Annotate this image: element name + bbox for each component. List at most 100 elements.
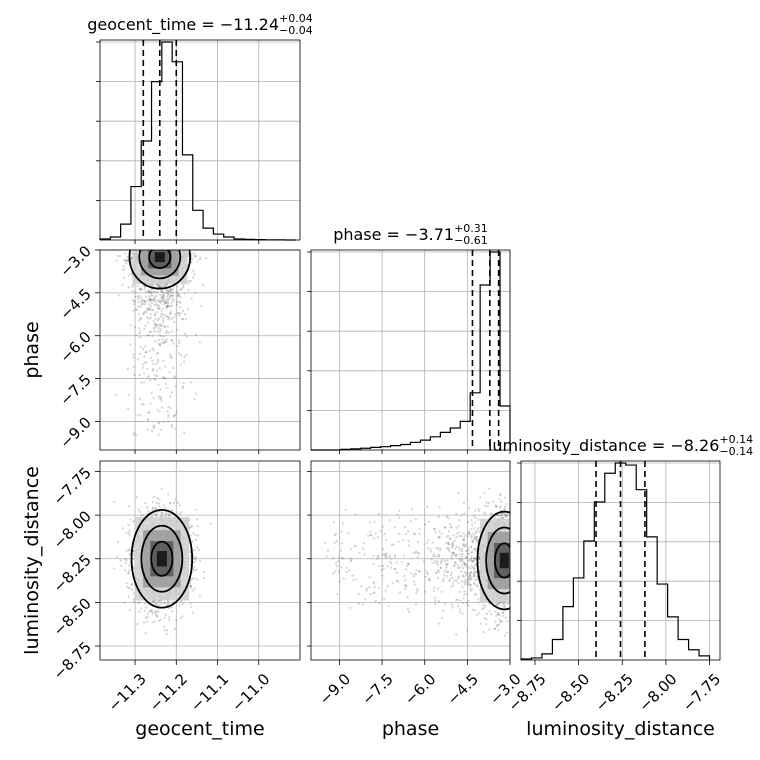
sample-point <box>154 603 157 606</box>
sample-point <box>435 571 438 574</box>
sample-point <box>504 513 507 516</box>
sample-point <box>132 309 135 312</box>
sample-point <box>498 494 502 497</box>
sample-point <box>334 562 338 565</box>
sample-point <box>172 366 175 370</box>
sample-point <box>477 598 480 601</box>
sample-point <box>146 290 150 293</box>
sample-point <box>392 543 395 546</box>
sample-point <box>407 530 410 533</box>
sample-point <box>156 291 159 294</box>
sample-point <box>119 254 122 258</box>
sample-point <box>469 545 472 548</box>
sample-point <box>167 416 170 419</box>
title-value: phase = −3.71 <box>333 225 454 244</box>
sample-point <box>170 391 173 394</box>
sample-point <box>477 508 480 511</box>
sample-point <box>446 570 449 574</box>
contour-level-1 <box>148 250 172 270</box>
sample-point <box>471 551 474 554</box>
sample-point <box>138 301 141 304</box>
sample-point <box>167 318 170 321</box>
sample-point <box>142 403 145 406</box>
sample-point <box>128 553 132 556</box>
sample-point <box>496 602 499 605</box>
title-lower-error: −0.14 <box>719 445 753 458</box>
sample-point <box>437 536 440 540</box>
sample-point <box>416 589 419 592</box>
sample-point <box>135 496 138 499</box>
sample-point <box>437 570 441 573</box>
sample-point <box>372 537 375 540</box>
tick-label-x: −11.3 <box>105 670 150 715</box>
sample-point <box>189 279 192 283</box>
sample-point <box>189 381 193 384</box>
sample-point <box>140 299 143 303</box>
sample-point <box>458 531 461 534</box>
sample-point <box>164 377 167 380</box>
sample-point <box>441 580 445 583</box>
sample-point <box>460 555 463 558</box>
sample-point <box>402 539 405 542</box>
sample-point <box>154 340 157 343</box>
sample-point <box>155 369 159 373</box>
sample-point <box>472 575 475 578</box>
sample-point <box>132 433 135 436</box>
sample-point <box>415 550 418 553</box>
tick-label-y: −4.5 <box>56 285 94 323</box>
title-geocent_time: geocent_time = −11.24+0.04 <box>87 12 313 35</box>
sample-point <box>393 526 397 529</box>
sample-point <box>127 523 130 527</box>
sample-point <box>171 293 174 297</box>
sample-point <box>438 530 441 533</box>
sample-point <box>202 570 206 574</box>
sample-point <box>160 296 163 299</box>
sample-point <box>182 285 185 288</box>
sample-point <box>475 535 478 538</box>
sample-point <box>462 566 465 570</box>
tick-label-y: −8.25 <box>50 551 95 596</box>
sample-point <box>349 606 352 609</box>
sample-point <box>138 288 141 291</box>
sample-point <box>402 554 405 557</box>
sample-point <box>325 555 329 558</box>
panel-frame <box>310 249 511 451</box>
sample-point <box>476 528 479 531</box>
sample-point <box>151 507 154 511</box>
sample-point <box>393 555 397 558</box>
sample-point <box>131 285 134 288</box>
sample-point <box>191 611 194 614</box>
sample-point <box>495 603 498 607</box>
title-lower-error-text: −0.61 <box>454 234 488 247</box>
sample-point <box>501 605 505 608</box>
sample-point <box>506 620 509 623</box>
sample-point <box>175 411 178 414</box>
sample-point <box>467 559 470 562</box>
sample-point <box>178 604 181 607</box>
sample-point <box>395 561 398 564</box>
sample-point <box>128 531 131 534</box>
sample-point <box>170 330 174 333</box>
sample-point <box>468 506 471 509</box>
sample-point <box>435 547 438 550</box>
sample-point <box>481 607 484 611</box>
sample-point <box>393 567 396 571</box>
sample-point <box>437 547 440 550</box>
sample-point <box>395 579 399 582</box>
sample-point <box>462 538 465 541</box>
sample-point <box>151 621 154 624</box>
sample-point <box>418 527 421 530</box>
sample-point <box>173 320 176 324</box>
sample-point <box>455 633 458 636</box>
sample-point <box>158 498 161 501</box>
sample-point <box>155 325 158 328</box>
sample-point <box>396 513 399 516</box>
sample-point <box>471 608 474 611</box>
sample-point <box>345 566 348 569</box>
sample-point <box>141 366 145 369</box>
sample-point <box>368 586 371 589</box>
sample-point <box>428 578 431 581</box>
sample-point <box>473 583 476 586</box>
sample-point <box>436 564 439 567</box>
sample-point <box>459 611 462 614</box>
